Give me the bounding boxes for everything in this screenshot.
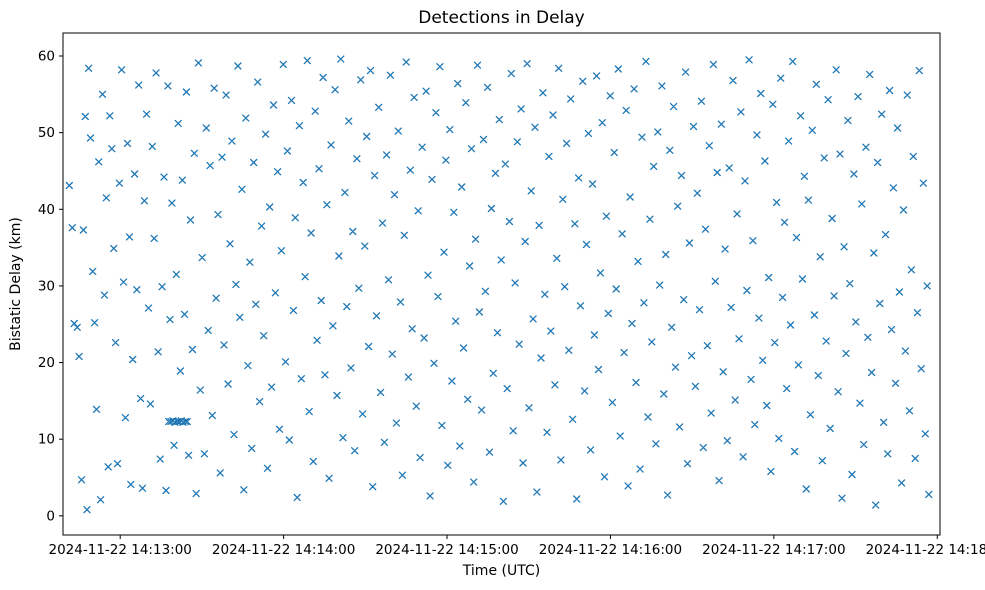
y-tick-label: 0 — [46, 508, 55, 524]
x-tick-label: 2024-11-22 14:14:00 — [212, 542, 355, 558]
plot-frame — [62, 32, 941, 536]
x-tick-label: 2024-11-22 14:13:00 — [49, 542, 192, 558]
x-axis-label: Time (UTC) — [462, 563, 541, 579]
x-tick-label: 2024-11-22 14:17:00 — [702, 542, 845, 558]
y-axis-label: Bistatic Delay (km) — [8, 217, 24, 351]
chart-title: Detections in Delay — [418, 8, 585, 28]
scatter-points — [65, 55, 933, 514]
y-tick-label: 50 — [38, 125, 55, 141]
x-tick-label: 2024-11-22 14:15:00 — [375, 542, 518, 558]
y-tick-label: 10 — [38, 432, 55, 448]
y-tick-label: 30 — [38, 278, 55, 294]
y-tick-label: 60 — [38, 48, 55, 64]
y-tick-label: 40 — [38, 202, 55, 218]
y-tick-label: 20 — [38, 355, 55, 371]
x-tick-label: 2024-11-22 14:18:00 — [866, 542, 985, 558]
x-tick-label: 2024-11-22 14:16:00 — [539, 542, 682, 558]
